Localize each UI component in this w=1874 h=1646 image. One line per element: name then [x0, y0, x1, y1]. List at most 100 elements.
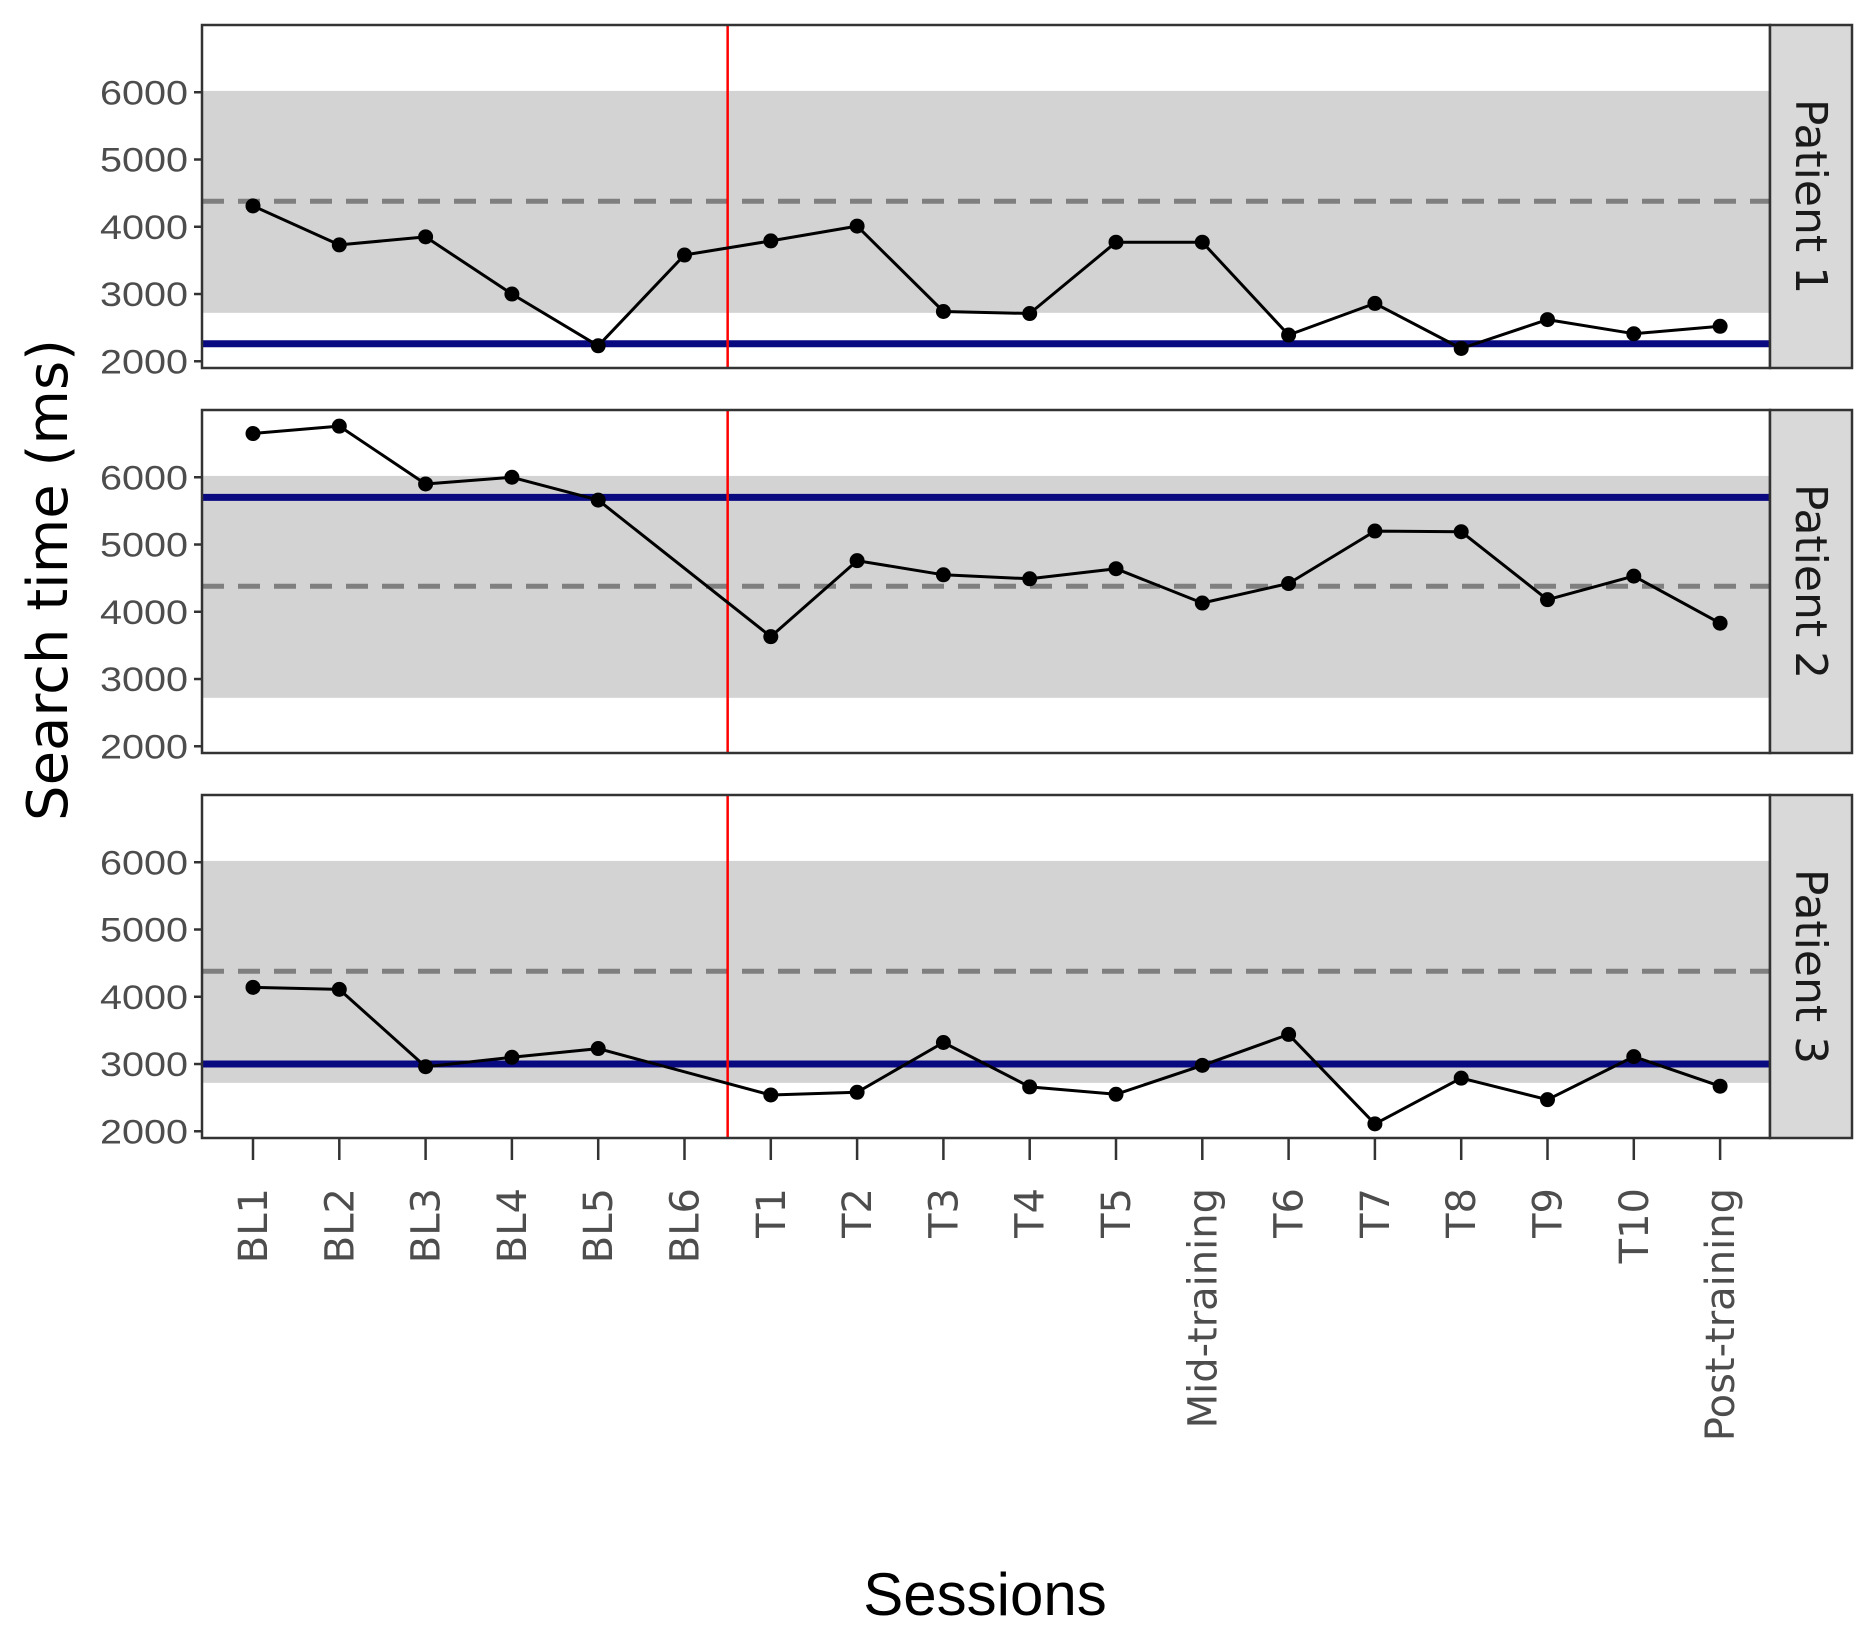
- data-point: [677, 247, 692, 263]
- facet-strip: [1768, 23, 1854, 370]
- x-tick-label: T3: [921, 1188, 967, 1239]
- y-tick-label: 4000: [100, 979, 188, 1017]
- y-tick-label: 6000: [100, 459, 188, 497]
- data-point: [849, 553, 865, 569]
- data-point: [1194, 595, 1210, 611]
- y-tick-label: 4000: [100, 209, 188, 247]
- data-point: [331, 237, 347, 253]
- data-point: [763, 629, 779, 645]
- panel-3: 2000 3000 4000 5000 6000 Patient 3: [100, 793, 1854, 1151]
- data-point: [245, 426, 261, 442]
- data-point: [418, 476, 434, 492]
- x-axis-title: Sessions: [863, 1561, 1106, 1628]
- data-point: [504, 469, 520, 485]
- data-point: [1453, 340, 1469, 356]
- panel-1: 2000 3000 4000 5000 6000 Patient 1: [100, 23, 1854, 381]
- data-point: [590, 338, 606, 354]
- data-point: [590, 1041, 606, 1057]
- y-tick-label: 6000: [100, 844, 188, 882]
- y-tick-label: 2000: [100, 728, 188, 766]
- data-point: [1626, 326, 1642, 342]
- data-point: [1367, 523, 1383, 539]
- data-point: [1540, 1092, 1555, 1108]
- x-tick-label: Mid-training: [1180, 1188, 1226, 1428]
- y-tick-label: 5000: [100, 912, 188, 950]
- x-tick-label: T1: [749, 1188, 795, 1239]
- y-axis-title: Search time (ms): [16, 339, 81, 821]
- y-tick-label: 4000: [100, 594, 188, 632]
- x-tick-label: T2: [835, 1188, 881, 1239]
- data-point: [1712, 615, 1728, 631]
- panels: 2000 3000 4000 5000 6000 Patient 1 2000 3000 400…: [100, 23, 1854, 1151]
- data-point: [1194, 234, 1210, 250]
- data-point: [1108, 1086, 1124, 1102]
- x-tick-label: Post-training: [1698, 1188, 1744, 1441]
- data-point: [763, 233, 779, 249]
- data-point: [331, 981, 347, 997]
- data-point: [1453, 524, 1469, 540]
- x-tick-label: BL6: [663, 1188, 709, 1263]
- data-point: [245, 198, 261, 214]
- y-tick-label: 5000: [100, 142, 188, 180]
- facet-strip-label: Patient 2: [1785, 484, 1836, 679]
- data-point: [849, 218, 865, 234]
- x-tick-label: T5: [1094, 1188, 1140, 1239]
- data-point: [849, 1084, 865, 1100]
- data-point: [935, 567, 951, 583]
- x-tick-label: T10: [1612, 1188, 1658, 1264]
- data-point: [1712, 318, 1728, 334]
- x-tick-label: T9: [1526, 1188, 1572, 1239]
- data-point: [245, 979, 261, 995]
- data-point: [331, 418, 347, 434]
- facet-strip: [1768, 793, 1854, 1140]
- panel-2: 2000 3000 4000 5000 6000 Patient 2: [100, 408, 1854, 766]
- x-tick-label: T6: [1267, 1188, 1313, 1239]
- x-tick-label: T4: [1008, 1188, 1054, 1239]
- y-tick-label: 2000: [100, 1113, 188, 1151]
- x-tick-label: T8: [1439, 1188, 1485, 1239]
- facet-strip-label: Patient 3: [1785, 869, 1836, 1064]
- data-point: [1540, 592, 1555, 608]
- x-tick-label: BL3: [404, 1188, 450, 1263]
- data-point: [1022, 571, 1038, 587]
- data-point: [1367, 295, 1383, 311]
- x-tick-label: BL1: [231, 1188, 277, 1263]
- data-point: [1540, 312, 1555, 328]
- data-point: [1626, 568, 1642, 584]
- data-point: [1626, 1049, 1642, 1065]
- data-point: [418, 229, 434, 245]
- y-tick-label: 3000: [100, 1046, 188, 1084]
- data-point: [1281, 1026, 1297, 1042]
- series-line: [252, 204, 1721, 350]
- y-tick-label: 3000: [100, 276, 188, 314]
- data-point: [1108, 561, 1124, 577]
- data-point: [1712, 1078, 1728, 1094]
- y-tick-label: 2000: [100, 343, 188, 381]
- y-tick-label: 5000: [100, 527, 188, 565]
- data-point: [1367, 1116, 1383, 1132]
- x-tick-label: BL2: [317, 1188, 363, 1263]
- data-point: [1281, 327, 1297, 343]
- x-tick-label: BL5: [576, 1188, 622, 1263]
- data-point: [1022, 1079, 1038, 1095]
- x-tick-label: BL4: [490, 1188, 536, 1263]
- data-point: [935, 1034, 951, 1050]
- data-point: [1281, 576, 1297, 592]
- data-point: [1453, 1070, 1469, 1086]
- data-point: [935, 304, 951, 320]
- data-point: [418, 1059, 434, 1075]
- facet-strip-label: Patient 1: [1785, 99, 1836, 294]
- data-point: [504, 286, 520, 302]
- y-tick-label: 6000: [100, 74, 188, 112]
- data-point: [1194, 1057, 1210, 1073]
- y-tick-label: 3000: [100, 661, 188, 699]
- data-point: [1022, 306, 1038, 322]
- data-point: [763, 1087, 779, 1103]
- data-point: [1108, 234, 1124, 250]
- facet-strip: [1768, 408, 1854, 755]
- x-axis: BL1 BL2 BL3 BL4 BL5 BL6 T1 T2 T3 T4 T5 Mid-training…: [231, 1138, 1744, 1441]
- x-tick-label: T7: [1353, 1188, 1399, 1239]
- data-point: [590, 492, 606, 508]
- data-point: [504, 1049, 520, 1065]
